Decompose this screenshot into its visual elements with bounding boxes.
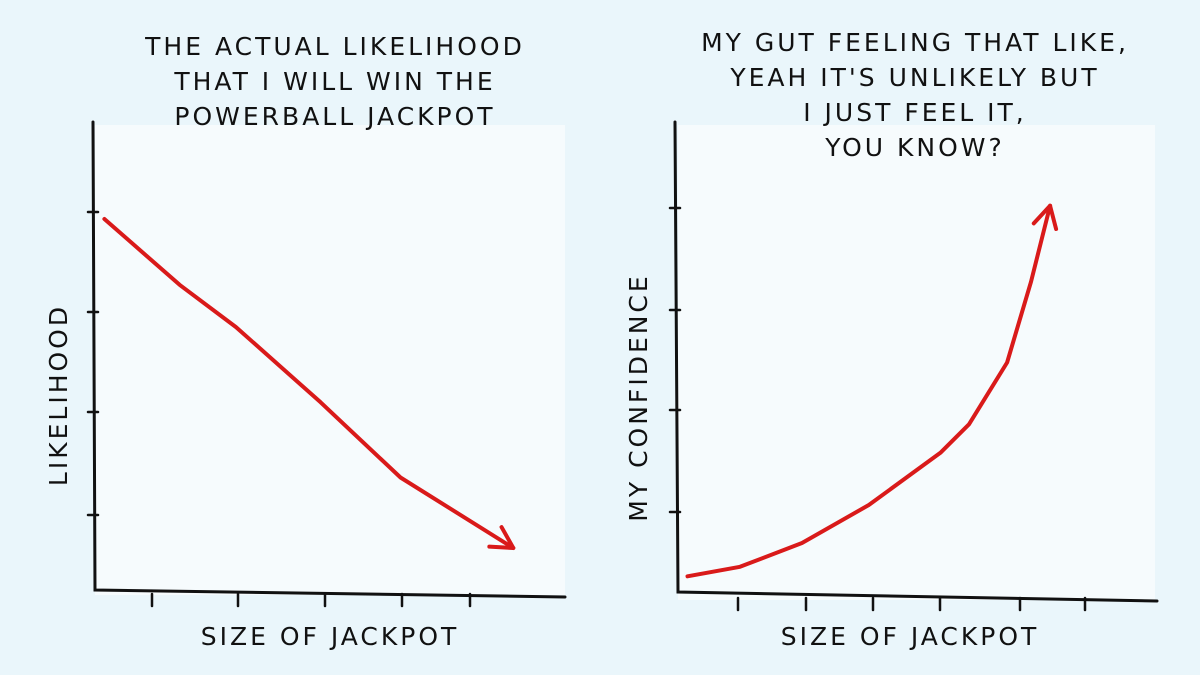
- axes: [673, 120, 1159, 603]
- plot-area: [95, 125, 565, 595]
- x-axis-label: SIZE OF JACKPOT: [201, 622, 460, 651]
- y-axis-label: LIKELIHOOD: [44, 304, 73, 486]
- chart-title: YEAH IT'S UNLIKELY BUT: [729, 63, 1099, 92]
- data-line: [102, 217, 516, 550]
- plot-area: [678, 125, 1155, 600]
- axes: [91, 120, 567, 599]
- y-axis-label: MY CONFIDENCE: [624, 273, 653, 521]
- chart-title: POWERBALL JACKPOT: [174, 102, 495, 131]
- chart-title: THAT I WILL WIN THE: [173, 67, 495, 96]
- chart-title: MY GUT FEELING THAT LIKE,: [701, 28, 1129, 57]
- arrow-head: [487, 525, 516, 550]
- chart-title: THE ACTUAL LIKELIHOOD: [144, 32, 525, 61]
- chart-title: YOU KNOW?: [824, 133, 1005, 162]
- data-line: [685, 203, 1053, 579]
- x-axis-label: SIZE OF JACKPOT: [781, 622, 1040, 651]
- chart-title: I JUST FEEL IT,: [803, 98, 1027, 127]
- tick-marks: [86, 206, 1087, 612]
- arrow-head: [1031, 203, 1059, 231]
